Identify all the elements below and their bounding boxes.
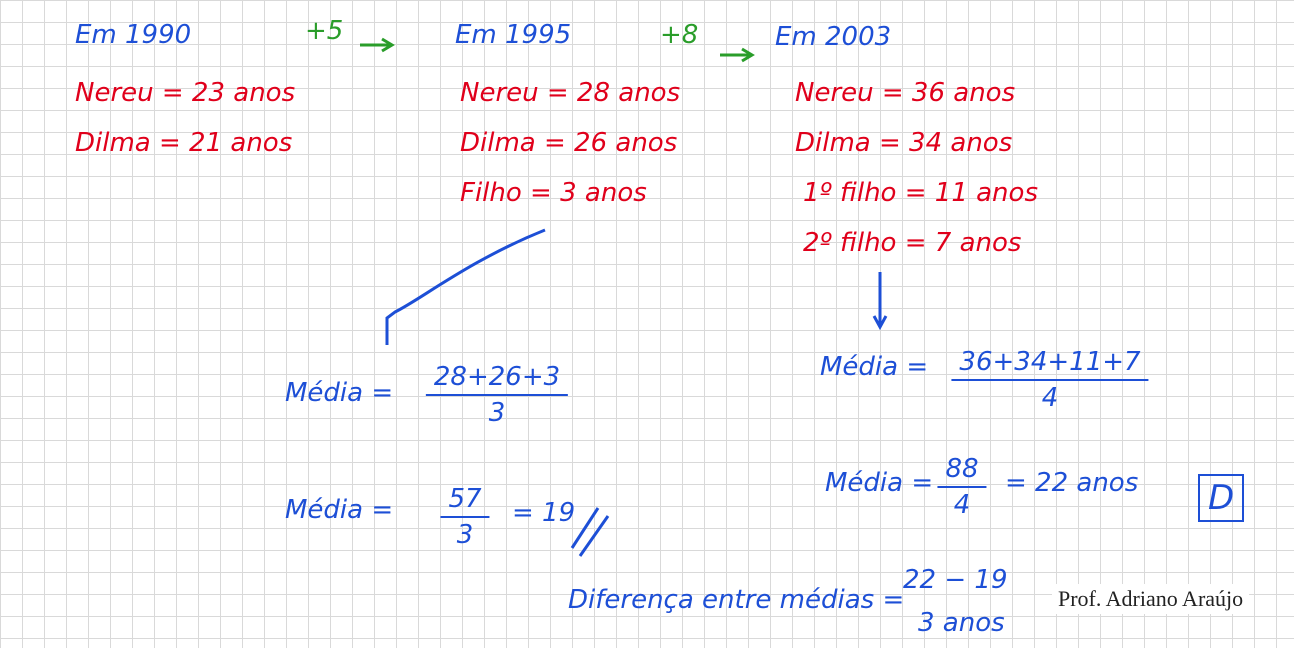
signature: Prof. Adriano Araújo	[1052, 584, 1250, 614]
fraction: 57 3	[440, 482, 490, 552]
step-label: +8	[660, 20, 699, 50]
average-label: Média =	[285, 495, 394, 525]
denominator: 4	[1041, 383, 1059, 413]
numerator: 36+34+11+7	[951, 345, 1149, 381]
average-label: Média =	[285, 378, 394, 408]
average-label: Média =	[825, 468, 934, 498]
year-label: Em 2003	[775, 22, 892, 52]
age-line: Nereu = 36 anos	[795, 78, 1016, 108]
age-line: Dilma = 26 anos	[460, 128, 678, 158]
age-line: Dilma = 21 anos	[75, 128, 293, 158]
age-line: Dilma = 34 anos	[795, 128, 1013, 158]
difference-label: Diferença entre médias =	[568, 585, 905, 615]
step-label: +5	[305, 16, 344, 46]
average-label: Média =	[820, 352, 929, 382]
numerator: 88	[937, 452, 987, 488]
fraction: 36+34+11+7 4	[951, 345, 1149, 415]
fraction: 28+26+3 3	[425, 360, 569, 430]
age-line: Nereu = 28 anos	[460, 78, 681, 108]
answer: D	[1198, 474, 1245, 522]
age-line: 1º filho = 11 anos	[803, 178, 1038, 208]
step-arrows	[360, 37, 755, 63]
denominator: 4	[953, 490, 971, 520]
numerator: 57	[440, 482, 490, 518]
numerator: 28+26+3	[425, 360, 569, 396]
difference-result: 3 anos	[918, 608, 1005, 638]
difference-expression: 22 − 19	[903, 565, 1008, 595]
average-result: = 19	[512, 498, 576, 528]
age-line: Nereu = 23 anos	[75, 78, 296, 108]
year-label: Em 1995	[455, 20, 572, 50]
denominator: 3	[488, 398, 506, 428]
age-line: 2º filho = 7 anos	[803, 228, 1022, 258]
year-label: Em 1990	[75, 20, 192, 50]
fraction: 88 4	[937, 452, 987, 522]
age-line: Filho = 3 anos	[460, 178, 647, 208]
connectors	[385, 228, 888, 557]
denominator: 3	[456, 520, 474, 550]
average-result: = 22 anos	[1005, 468, 1139, 498]
